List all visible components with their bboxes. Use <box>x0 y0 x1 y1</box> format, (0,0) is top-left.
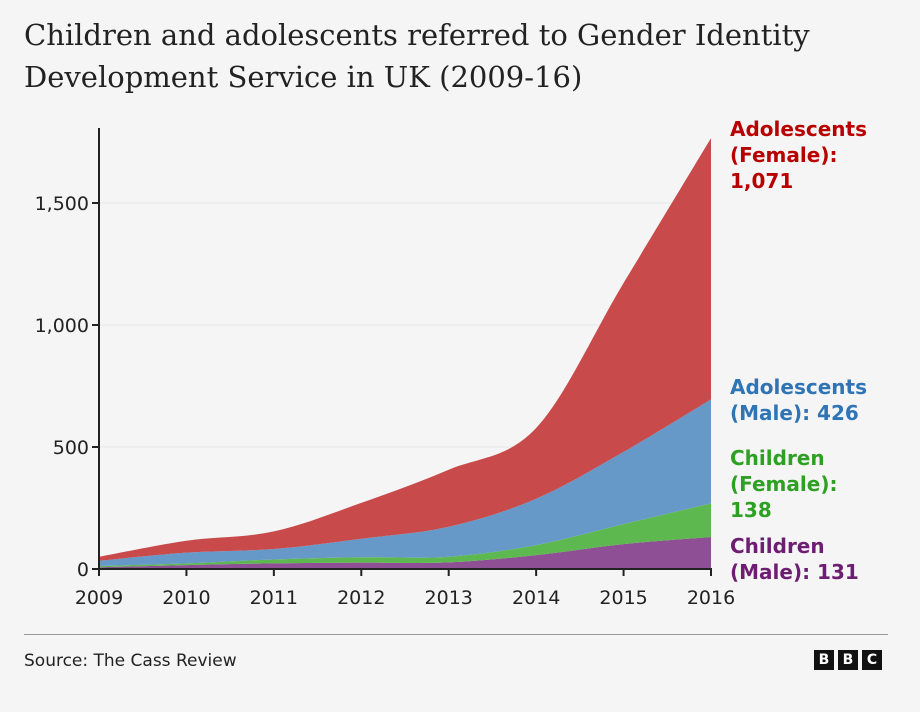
x-tick-label: 2009 <box>75 587 123 609</box>
x-tick-label: 2014 <box>512 587 560 609</box>
x-tick-label: 2016 <box>687 587 735 609</box>
bbc-logo-b1: B <box>814 650 834 670</box>
area-children-male <box>99 537 711 569</box>
series-label: 138 <box>730 498 772 522</box>
area-adolescents-male <box>99 399 711 567</box>
series-label: (Male): 426 <box>730 401 859 425</box>
y-tick-label: 0 <box>77 559 89 581</box>
footer-divider <box>24 634 888 635</box>
series-label: (Male): 131 <box>730 560 859 584</box>
series-label: (Female): <box>730 143 837 167</box>
area-children-female <box>99 503 711 568</box>
bbc-logo: B B C <box>814 650 882 670</box>
x-tick-label: 2010 <box>162 587 210 609</box>
x-tick-label: 2011 <box>250 587 298 609</box>
x-tick-label: 2013 <box>425 587 473 609</box>
y-tick-label: 1,000 <box>35 315 89 337</box>
bbc-logo-b2: B <box>838 650 858 670</box>
bbc-logo-c: C <box>862 650 882 670</box>
series-label: Children <box>730 446 825 470</box>
x-tick-label: 2015 <box>599 587 647 609</box>
area-adolescents-female <box>99 138 711 561</box>
y-tick-label: 500 <box>53 437 89 459</box>
series-label: 1,071 <box>730 169 793 193</box>
series-label: Adolescents <box>730 375 867 399</box>
series-label: Adolescents <box>730 117 867 141</box>
series-label: Children <box>730 534 825 558</box>
y-tick-label: 1,500 <box>35 193 89 215</box>
x-tick-label: 2012 <box>337 587 385 609</box>
series-label: (Female): <box>730 472 837 496</box>
source-note: Source: The Cass Review <box>24 651 237 671</box>
chart-title: Children and adolescents referred to Gen… <box>24 18 810 94</box>
